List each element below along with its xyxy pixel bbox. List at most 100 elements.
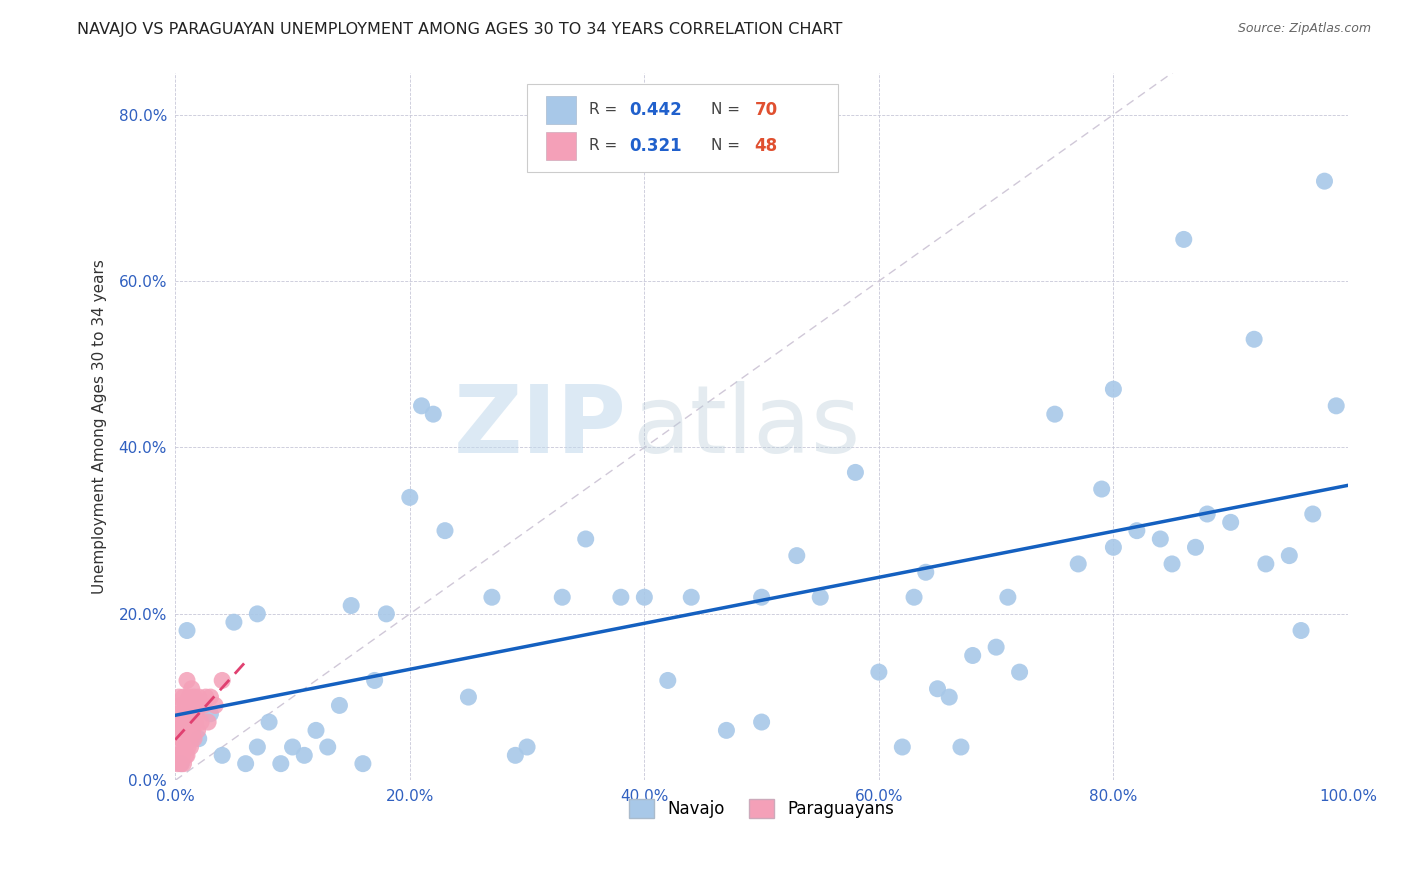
Point: [1302, 507, 1324, 521]
Point: [173, 723, 195, 738]
Point: [173, 756, 195, 771]
Point: [1278, 549, 1301, 563]
Point: [1043, 407, 1066, 421]
Point: [962, 648, 984, 663]
Text: R =: R =: [589, 138, 623, 153]
Point: [235, 756, 257, 771]
Point: [305, 723, 328, 738]
Point: [187, 731, 209, 746]
Point: [165, 748, 187, 763]
Text: Source: ZipAtlas.com: Source: ZipAtlas.com: [1237, 22, 1371, 36]
Text: 48: 48: [755, 136, 778, 154]
Point: [751, 591, 773, 605]
Point: [1091, 482, 1114, 496]
Text: 0.442: 0.442: [628, 101, 682, 119]
Point: [551, 591, 574, 605]
Point: [180, 739, 202, 754]
Point: [457, 690, 479, 704]
Point: [1102, 541, 1125, 555]
Point: [166, 756, 188, 771]
Point: [246, 739, 269, 754]
Point: [281, 739, 304, 754]
Point: [633, 591, 655, 605]
Point: [657, 673, 679, 688]
Point: [194, 690, 217, 704]
Text: N =: N =: [711, 138, 740, 153]
Text: N =: N =: [711, 103, 740, 118]
Point: [246, 607, 269, 621]
Point: [187, 723, 209, 738]
Point: [398, 491, 420, 505]
Point: [200, 690, 222, 704]
Point: [997, 591, 1019, 605]
Point: [411, 399, 433, 413]
Point: [172, 714, 194, 729]
Point: [352, 756, 374, 771]
Point: [292, 748, 315, 763]
Point: [170, 756, 193, 771]
Point: [751, 714, 773, 729]
Point: [316, 739, 339, 754]
Point: [173, 690, 195, 704]
Point: [716, 723, 738, 738]
Point: [1324, 399, 1347, 413]
Point: [169, 748, 191, 763]
Point: [193, 698, 215, 713]
Point: [808, 591, 831, 605]
Point: [938, 690, 960, 704]
Text: R =: R =: [589, 103, 623, 118]
Point: [190, 714, 212, 729]
Point: [505, 748, 527, 763]
Point: [165, 723, 187, 738]
Text: atlas: atlas: [633, 381, 860, 473]
Point: [868, 665, 890, 679]
Point: [1184, 541, 1206, 555]
Point: [1219, 516, 1241, 530]
Point: [174, 698, 197, 713]
Point: [1161, 557, 1184, 571]
Point: [176, 748, 198, 763]
Point: [270, 756, 292, 771]
Point: [844, 466, 866, 480]
Point: [1313, 174, 1336, 188]
Point: [1197, 507, 1219, 521]
Point: [183, 731, 205, 746]
Point: [169, 714, 191, 729]
Point: [1243, 332, 1265, 346]
Point: [197, 714, 219, 729]
Point: [177, 706, 200, 721]
Point: [375, 607, 398, 621]
Point: [180, 731, 202, 746]
Point: [1254, 557, 1277, 571]
Point: [200, 706, 222, 721]
Point: [184, 714, 207, 729]
Point: [174, 748, 197, 763]
Point: [179, 690, 201, 704]
Point: [167, 739, 190, 754]
Point: [167, 690, 190, 704]
Point: [422, 407, 444, 421]
Point: [340, 599, 363, 613]
Point: [363, 673, 385, 688]
Point: [186, 706, 208, 721]
Point: [180, 681, 202, 696]
Point: [328, 698, 350, 713]
Point: [170, 756, 193, 771]
Point: [180, 706, 202, 721]
Text: ZIP: ZIP: [454, 381, 627, 473]
Point: [181, 698, 204, 713]
Point: [1067, 557, 1090, 571]
Point: [176, 673, 198, 688]
Point: [183, 690, 205, 704]
Text: 0.321: 0.321: [628, 136, 682, 154]
Point: [516, 739, 538, 754]
Point: [179, 731, 201, 746]
Point: [610, 591, 633, 605]
Text: 70: 70: [755, 101, 778, 119]
Point: [204, 698, 226, 713]
Point: [1149, 532, 1171, 546]
Point: [1008, 665, 1031, 679]
Point: [173, 706, 195, 721]
Point: [222, 615, 245, 630]
Point: [1102, 382, 1125, 396]
